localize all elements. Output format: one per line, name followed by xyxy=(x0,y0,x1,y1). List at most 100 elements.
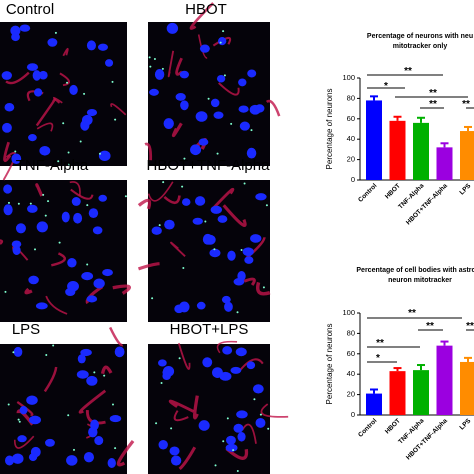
bar xyxy=(366,100,382,180)
process xyxy=(144,142,153,161)
significance: ** xyxy=(466,321,474,332)
granule xyxy=(226,417,229,420)
nucleus xyxy=(26,63,39,71)
nucleus xyxy=(114,346,125,358)
process xyxy=(110,103,127,116)
granule xyxy=(183,157,186,160)
nucleus xyxy=(107,458,116,468)
bar xyxy=(389,120,406,180)
y-tick-label: 20 xyxy=(347,390,355,399)
bar xyxy=(389,371,406,415)
significance: ** xyxy=(429,99,437,110)
nucleus xyxy=(246,147,257,159)
nucleus xyxy=(158,359,167,367)
granule xyxy=(253,398,256,401)
y-tick-label: 40 xyxy=(347,369,355,378)
x-tick-label: HBOT xyxy=(384,182,402,200)
granule xyxy=(114,447,117,450)
bar xyxy=(413,122,429,180)
bar xyxy=(460,361,474,415)
process xyxy=(137,262,160,271)
nucleus xyxy=(77,354,86,364)
nucleus xyxy=(217,37,227,46)
granule xyxy=(98,152,101,155)
nucleus xyxy=(235,347,247,357)
nucleus xyxy=(47,38,58,47)
nucleus xyxy=(28,453,38,462)
nucleus xyxy=(198,138,209,146)
granule xyxy=(158,224,161,227)
significance: ** xyxy=(408,308,416,319)
process xyxy=(218,82,240,96)
nucleus xyxy=(11,32,20,42)
granule xyxy=(54,31,57,34)
granule xyxy=(57,160,60,163)
nucleus xyxy=(238,78,247,87)
nucleus xyxy=(19,24,31,32)
nucleus xyxy=(86,108,98,117)
nucleus xyxy=(66,455,78,466)
significance: ** xyxy=(376,338,384,349)
granule xyxy=(79,140,82,143)
granule xyxy=(259,413,262,416)
nucleus xyxy=(154,68,165,80)
process xyxy=(192,395,199,420)
nucleus xyxy=(179,70,190,79)
granule xyxy=(250,129,253,132)
granule xyxy=(52,344,55,347)
nucleus xyxy=(35,302,48,310)
process xyxy=(51,252,66,267)
nucleus xyxy=(233,423,244,433)
x-tick-label: Control xyxy=(357,417,378,438)
granule xyxy=(214,464,217,467)
granule xyxy=(151,297,154,300)
granule xyxy=(124,195,127,198)
x-tick-label: LPS xyxy=(459,417,473,431)
panel-label: HBOT xyxy=(185,1,227,18)
nucleus xyxy=(11,240,22,248)
process xyxy=(265,99,281,117)
granule xyxy=(45,353,48,356)
process xyxy=(3,141,12,163)
chart-title: Percentage of neurons with neu xyxy=(367,33,473,40)
nucleus xyxy=(109,415,122,423)
nucleus xyxy=(32,70,41,81)
process xyxy=(170,241,186,258)
nucleus xyxy=(61,211,70,223)
y-tick-label: 60 xyxy=(347,114,355,123)
granule xyxy=(240,249,243,252)
x-tick-label: HBOT+TNF-Alpha xyxy=(405,417,449,461)
nucleus xyxy=(4,455,14,466)
process xyxy=(45,295,68,315)
nucleus xyxy=(86,295,98,303)
granule xyxy=(213,248,216,251)
granule xyxy=(17,202,20,205)
nucleus xyxy=(81,272,94,281)
nucleus xyxy=(34,88,43,97)
granule xyxy=(7,201,10,204)
nucleus xyxy=(216,74,226,83)
process xyxy=(243,277,256,286)
nucleus xyxy=(81,114,93,126)
process xyxy=(112,284,132,295)
granule xyxy=(67,151,70,154)
granule xyxy=(17,418,20,421)
nucleus xyxy=(164,219,175,230)
process xyxy=(212,36,232,47)
process xyxy=(16,401,34,416)
nucleus xyxy=(3,204,13,216)
process xyxy=(24,287,33,295)
bar xyxy=(366,393,382,415)
nucleus xyxy=(246,361,256,370)
nucleus xyxy=(179,301,190,313)
granule xyxy=(230,122,233,125)
nucleus xyxy=(163,118,174,129)
nucleus xyxy=(213,111,224,119)
nucleus xyxy=(98,150,111,162)
chart-title: Percentage of cell bodies with astrocy xyxy=(356,267,474,274)
nucleus xyxy=(149,88,159,96)
granule xyxy=(265,204,268,207)
significance: * xyxy=(384,81,388,92)
process xyxy=(177,342,191,370)
bar xyxy=(413,370,429,415)
